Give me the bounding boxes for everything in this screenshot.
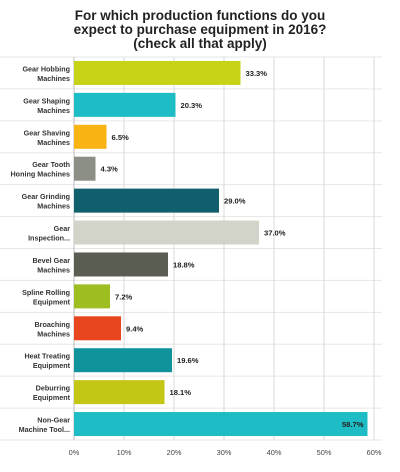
category-label: Broaching Machines — [34, 320, 70, 339]
category-label: Gear Shaping Machines — [23, 96, 70, 115]
title-line-1: For which production functions do you — [75, 8, 325, 23]
tick-label: 30% — [217, 448, 232, 457]
bar — [74, 60, 241, 85]
value-label: 37.0% — [264, 229, 286, 238]
tick-label: 10% — [117, 448, 132, 457]
value-label: 19.6% — [177, 356, 199, 365]
category-label: Gear Inspection... — [28, 224, 70, 243]
bar — [74, 380, 165, 405]
bar — [74, 252, 168, 277]
bar — [74, 284, 110, 309]
category-label: Gear Grinding Machines — [22, 192, 70, 211]
title-line-2: expect to purchase equipment in 2016? — [74, 22, 327, 37]
value-label: 18.8% — [173, 260, 195, 269]
gridlines — [0, 56, 382, 441]
bar — [74, 412, 368, 437]
value-label: 18.1% — [170, 388, 192, 397]
category-label: Heat Treating Equipment — [24, 352, 70, 371]
value-labels: 33.3% 20.3% 6.5% 4.3% 29.0% 37.0% 18.8% 7.2% 9.4… — [101, 69, 364, 429]
tick-label: 40% — [267, 448, 282, 457]
bar — [74, 220, 259, 245]
category-label: Spline Rolling Equipment — [22, 288, 71, 307]
tick-label: 60% — [367, 448, 382, 457]
chart-title: For which production functions do youexp… — [74, 8, 327, 51]
bar — [74, 156, 96, 181]
value-label: 20.3% — [181, 101, 203, 110]
bar — [74, 92, 176, 117]
value-label: 9.4% — [126, 324, 144, 333]
category-label: Gear Tooth Honing Machines — [10, 160, 70, 179]
bars — [74, 60, 368, 437]
value-label: 33.3% — [246, 69, 268, 78]
value-label: 7.2% — [115, 292, 133, 301]
category-labels: Gear Hobbing Machines Gear Shaping Machines… — [10, 64, 70, 434]
value-label: 29.0% — [224, 197, 246, 206]
category-label: Non-Gear Machine Tool... — [19, 416, 71, 435]
value-label: 6.5% — [112, 133, 130, 142]
bar — [74, 124, 107, 149]
x-axis-ticks: 0% 10% 20% 30% 40% 50% 60% — [69, 448, 382, 457]
bar — [74, 316, 121, 341]
category-label: Gear Hobbing Machines — [22, 64, 70, 83]
category-label: Deburring Equipment — [33, 384, 71, 403]
tick-label: 50% — [317, 448, 332, 457]
tick-label: 20% — [167, 448, 182, 457]
bar — [74, 348, 172, 373]
title-line-3: (check all that apply) — [133, 36, 267, 51]
tick-label: 0% — [69, 448, 80, 457]
value-label: 4.3% — [101, 165, 119, 174]
category-label: Gear Shaving Machines — [24, 128, 70, 147]
category-label: Bevel Gear Machines — [32, 256, 70, 275]
bar — [74, 188, 219, 213]
value-label: 58.7% — [342, 420, 364, 429]
